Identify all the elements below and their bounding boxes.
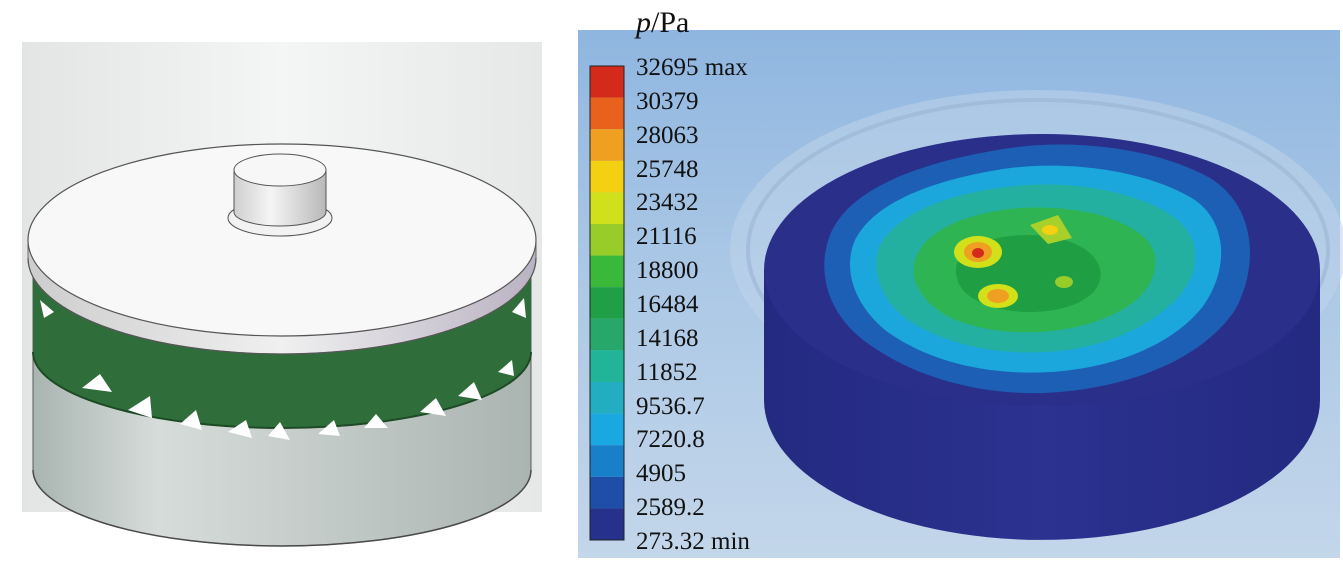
legend-swatch xyxy=(590,413,624,446)
legend-label: 23432 xyxy=(636,189,699,217)
legend-label: 30379 xyxy=(636,87,699,115)
legend-swatch xyxy=(590,255,624,288)
legend-swatch xyxy=(590,97,624,130)
legend-swatch xyxy=(590,382,624,414)
legend-label: 25748 xyxy=(636,155,699,183)
pressure-contours xyxy=(824,144,1250,394)
device-model-illustration xyxy=(22,42,542,547)
legend-label: 7220.8 xyxy=(636,426,705,454)
top-plate xyxy=(27,143,537,355)
legend-label: 14168 xyxy=(636,324,699,352)
legend-swatch xyxy=(590,66,624,98)
legend-swatch xyxy=(590,160,624,193)
band-openings xyxy=(40,298,526,440)
legend-color-bar xyxy=(589,65,625,541)
legend-swatch xyxy=(590,287,624,319)
legend-label: 32695 max xyxy=(636,54,748,81)
legend-swatch xyxy=(590,350,624,382)
legend-swatch xyxy=(590,129,624,161)
legend-swatch xyxy=(590,476,624,509)
legend-label: 2589.2 xyxy=(636,494,705,522)
legend-label: 21116 xyxy=(636,223,697,251)
pressure-contour-plot xyxy=(578,30,1343,558)
legend-label: 273.32 min xyxy=(636,528,750,555)
central-boss xyxy=(227,153,333,237)
legend-label: 9536.7 xyxy=(636,392,705,420)
legend-title-unit: /Pa xyxy=(651,6,690,39)
legend-label: 28063 xyxy=(636,121,699,149)
legend-title-symbol: p xyxy=(636,6,651,39)
legend-title: p/Pa xyxy=(636,6,689,40)
legend-swatch xyxy=(590,192,624,224)
legend-swatch xyxy=(590,224,624,256)
legend-swatch xyxy=(590,318,624,351)
legend-frame xyxy=(589,65,625,541)
legend-swatch xyxy=(590,508,624,540)
legend-label: 16484 xyxy=(636,291,699,318)
legend-label: 4905 xyxy=(636,460,686,488)
legend-label: 18800 xyxy=(636,257,699,285)
legend-label: 11852 xyxy=(636,358,698,386)
legend-swatch xyxy=(590,445,624,477)
